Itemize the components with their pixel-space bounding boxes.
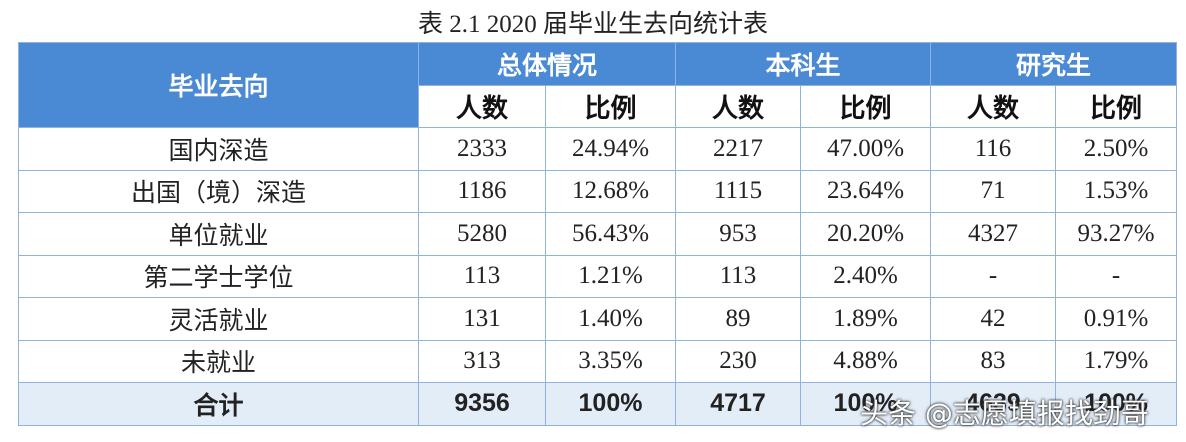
table-cell: 47.00% — [800, 127, 932, 171]
table-cell: - — [1055, 254, 1178, 298]
table-cell: 953 — [675, 212, 802, 256]
row-label: 国内深造 — [18, 127, 419, 171]
table-cell: 20.20% — [800, 212, 932, 256]
table-cell: 4639 — [930, 382, 1057, 426]
table-cell: 4.88% — [800, 339, 932, 383]
table-cell: 1.53% — [1055, 169, 1178, 213]
table-cell: 4327 — [930, 212, 1057, 256]
table-row: 国内深造 2333 24.94% 2217 47.00% 116 2.50% — [18, 127, 1178, 171]
table-cell: 2217 — [675, 127, 802, 171]
header-label: 毕业去向 — [18, 42, 419, 128]
column-header: 比例 — [800, 85, 932, 128]
table-cell: 113 — [675, 254, 802, 298]
group-header: 研究生 — [930, 42, 1178, 86]
group-header: 本科生 — [675, 42, 932, 86]
table-cell: 4717 — [675, 382, 802, 426]
row-label: 出国（境）深造 — [18, 169, 419, 213]
row-label: 单位就业 — [18, 212, 419, 256]
group-header: 总体情况 — [417, 42, 677, 86]
column-header: 人数 — [418, 85, 546, 128]
table-cell: 12.68% — [544, 169, 677, 213]
table-cell: 83 — [930, 339, 1057, 383]
table-cell: 100% — [544, 382, 677, 426]
table-row: 出国（境）深造 1186 12.68% 1115 23.64% 71 1.53% — [18, 169, 1178, 213]
column-header: 人数 — [675, 85, 802, 128]
table-cell: 113 — [418, 254, 546, 298]
table-cell: 2.40% — [800, 254, 932, 298]
row-label: 未就业 — [18, 339, 419, 383]
row-label: 合计 — [18, 382, 419, 426]
table-cell: 100% — [1055, 382, 1178, 426]
table-cell: 230 — [675, 339, 802, 383]
table-cell: - — [930, 254, 1057, 298]
table-cell: 1186 — [418, 169, 546, 213]
table-cell: 1.79% — [1055, 339, 1178, 383]
table-cell: 9356 — [418, 382, 546, 426]
table-cell: 1.89% — [800, 297, 932, 341]
table-cell: 1.40% — [544, 297, 677, 341]
row-label: 第二学士学位 — [18, 254, 419, 298]
watermark: 头条 @志愿填报找劲哥 — [860, 397, 1149, 430]
column-header: 人数 — [930, 85, 1057, 128]
row-label: 灵活就业 — [18, 297, 419, 341]
column-header: 比例 — [1055, 85, 1178, 128]
table-row: 第二学士学位 113 1.21% 113 2.40% - - — [18, 254, 1178, 298]
table-cell: 116 — [930, 127, 1057, 171]
table-cell: 89 — [675, 297, 802, 341]
table-cell: 2.50% — [1055, 127, 1178, 171]
table-cell: 56.43% — [544, 212, 677, 256]
table-row: 合计 9356 100% 4717 100% 4639 100% — [18, 382, 1178, 426]
table-cell: 1115 — [675, 169, 802, 213]
table-cell: 313 — [418, 339, 546, 383]
table-cell: 1.21% — [544, 254, 677, 298]
table-row: 未就业 313 3.35% 230 4.88% 83 1.79% — [18, 339, 1178, 383]
table: 毕业去向 总体情况 本科生 研究生 人数 比例 人数 比例 人数 比例 国内深造 2333 24.… — [18, 42, 1178, 426]
table-cell: 3.35% — [544, 339, 677, 383]
table-cell: 42 — [930, 297, 1057, 341]
table-cell: 100% — [800, 382, 932, 426]
table-row: 单位就业 5280 56.43% 953 20.20% 4327 93.27% — [18, 212, 1178, 256]
table-cell: 5280 — [418, 212, 546, 256]
table-cell: 23.64% — [800, 169, 932, 213]
table-cell: 24.94% — [544, 127, 677, 171]
table-title: 表 2.1 2020 届毕业生去向统计表 — [417, 11, 768, 38]
column-header: 比例 — [544, 85, 677, 128]
table-cell: 2333 — [418, 127, 546, 171]
table-cell: 93.27% — [1055, 212, 1178, 256]
table-row: 灵活就业 131 1.40% 89 1.89% 42 0.91% — [18, 297, 1178, 341]
table-cell: 71 — [930, 169, 1057, 213]
table-cell: 0.91% — [1055, 297, 1178, 341]
table-cell: 131 — [418, 297, 546, 341]
